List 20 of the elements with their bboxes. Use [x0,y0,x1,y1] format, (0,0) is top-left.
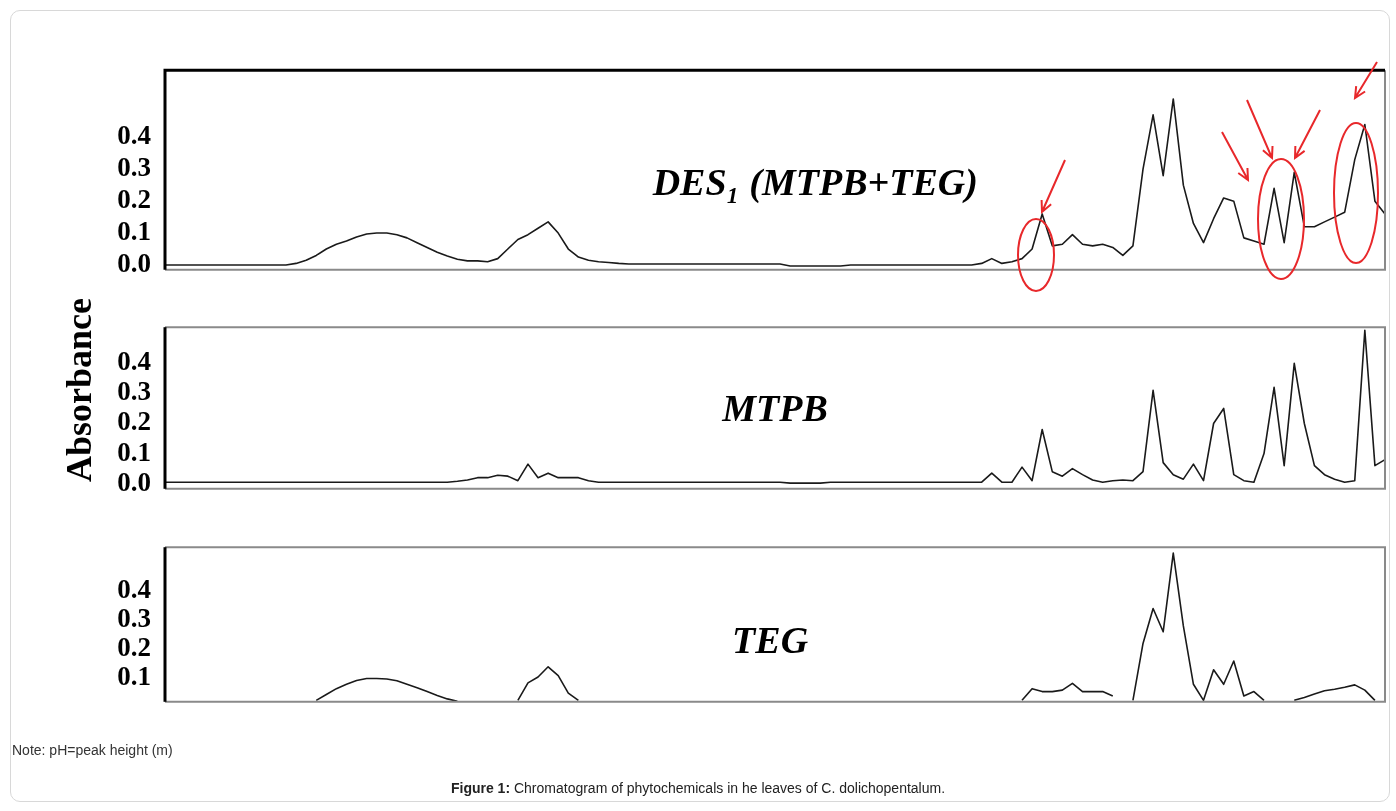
y-tick-label: 0.3 [117,152,151,183]
caption: Figure 1: Chromatogram of phytochemicals in he leaves of C. dolichopentalum. [450,780,946,796]
y-tick-label: 0.3 [117,376,151,407]
y-tick-label: 0.4 [117,346,151,377]
y-tick-label: 0.0 [117,466,151,497]
y-axis-title: Absorbance [58,297,100,483]
y-tick-label: 0.2 [117,406,151,437]
text: MTPB [721,387,828,430]
text: TEG [732,618,809,661]
y-tick-label: 0.3 [117,603,151,634]
y-tick-label: 0.0 [117,247,151,278]
y-tick-label: 0.1 [117,216,151,247]
y-tick-label: 0.2 [117,184,151,215]
y-tick-label: 0.1 [117,661,151,692]
text: DES₁ (MTPB+TEG) [651,160,978,204]
y-tick-label: 0.4 [117,120,151,151]
text: Note: pH=peak height (m) [12,742,173,758]
y-tick-label: 0.2 [117,632,151,663]
y-tick-label: 0.4 [117,573,151,604]
y-tick-label: 0.1 [117,436,151,467]
